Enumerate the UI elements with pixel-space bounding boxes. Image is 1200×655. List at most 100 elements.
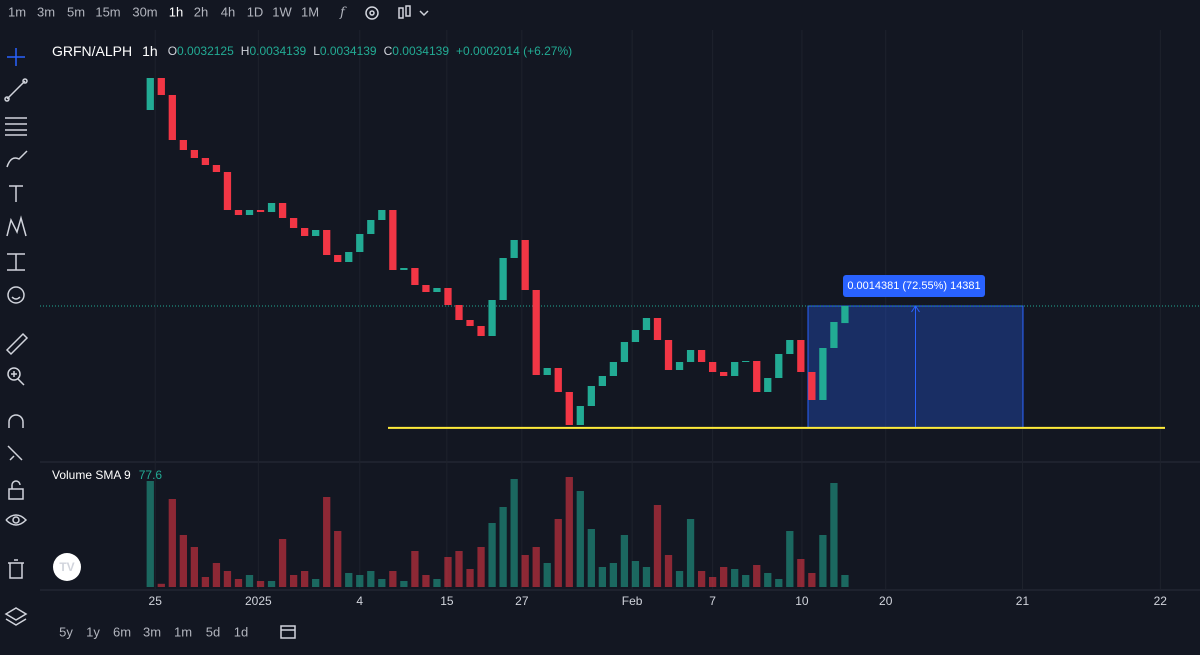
candle-down [278, 203, 287, 218]
volume-sma: 77.6 [139, 468, 163, 482]
delete-tool[interactable] [8, 559, 24, 579]
candle-down [477, 326, 485, 336]
candle-down [301, 228, 309, 236]
candle-down [157, 78, 165, 95]
volume-bar [466, 569, 474, 587]
interval-button[interactable]: 4h [221, 4, 235, 19]
zoom-tool[interactable] [7, 367, 25, 386]
candle-up [830, 322, 838, 348]
candle-up [731, 362, 739, 376]
pattern-tool[interactable] [6, 215, 27, 237]
candle-up [786, 340, 794, 354]
volume-title: Volume SMA 9 [52, 468, 131, 482]
interval-button[interactable]: 3m [37, 4, 55, 19]
volume-bar [631, 561, 640, 587]
volume-bar [510, 479, 518, 587]
volume-bar [422, 575, 430, 587]
volume-bar [212, 563, 221, 587]
volume-bar [179, 535, 187, 587]
legend-value: 0.0034139 [392, 44, 449, 58]
emoji-tool[interactable] [7, 286, 25, 304]
candle-down [797, 340, 805, 372]
lock-draw-tool[interactable] [7, 445, 23, 461]
candle-up [510, 240, 518, 258]
candle-up [642, 318, 651, 330]
range-button[interactable]: 5d [206, 624, 220, 639]
object-tree-tool[interactable] [4, 607, 28, 626]
range-button[interactable]: 1d [234, 624, 248, 639]
volume-bar [201, 577, 210, 587]
candle-down [389, 210, 397, 270]
volume-bar [742, 575, 750, 587]
volume-bar [819, 535, 827, 587]
candle-down [256, 210, 265, 212]
interval-button[interactable]: 2h [194, 4, 208, 19]
volume-bar [664, 555, 673, 587]
interval-button[interactable]: 1m [8, 4, 26, 19]
volume-bar [620, 535, 629, 587]
volume-bar [477, 547, 485, 587]
interval-button[interactable]: 15m [95, 4, 120, 19]
interval-button[interactable]: 1W [272, 4, 292, 19]
indicators-button[interactable]: f [339, 6, 347, 21]
volume-bar [157, 583, 165, 587]
candle-down [697, 350, 706, 362]
fib-tool[interactable] [5, 117, 27, 136]
candle-down [565, 392, 573, 425]
volume-bar [223, 571, 232, 587]
volume-bar [433, 579, 441, 587]
interval-button[interactable]: 5m [67, 4, 85, 19]
projection-tool[interactable] [7, 253, 25, 271]
interval-button[interactable]: 30m [132, 4, 157, 19]
candle-down [466, 320, 474, 326]
range-button[interactable]: 1m [174, 624, 192, 639]
volume-bar [267, 581, 276, 587]
svg-text:TV: TV [59, 560, 74, 574]
tradingview-logo[interactable]: TV [53, 553, 81, 581]
trend-line-tool[interactable] [4, 78, 28, 102]
interval-button[interactable]: 1D [247, 4, 264, 19]
volume-bar [797, 559, 805, 587]
range-button[interactable]: 3m [143, 624, 161, 639]
candle-down [168, 95, 176, 140]
lock-tool[interactable] [8, 480, 24, 500]
magnet-tool[interactable] [8, 414, 24, 428]
candle-up [543, 368, 551, 375]
candle-up [675, 362, 684, 370]
candle-down [289, 218, 298, 228]
candle-down [190, 150, 199, 158]
crosshair-tool[interactable] [7, 48, 25, 66]
x-tick-label: Feb [622, 594, 643, 608]
measure-arrow-head [911, 305, 920, 313]
visibility-tool[interactable] [5, 514, 28, 526]
legend-change: +0.0002014 (+6.27%) [456, 44, 572, 58]
interval-button[interactable]: 1h [169, 4, 183, 19]
volume-bar [444, 557, 452, 587]
range-button[interactable]: 5y [59, 624, 73, 639]
range-button[interactable]: 1y [86, 624, 100, 639]
volume-bar [245, 575, 254, 587]
candle-down [808, 372, 816, 400]
text-tool[interactable] [9, 185, 23, 202]
settings-button[interactable] [365, 6, 379, 20]
ruler-tool[interactable] [5, 332, 29, 356]
chart-type-button[interactable] [398, 5, 429, 19]
volume-bar [190, 547, 199, 587]
left-toolbar [4, 48, 29, 626]
x-tick-label: 25 [149, 594, 163, 608]
candle-down [720, 372, 728, 376]
volume-bar [168, 499, 176, 587]
brush-tool[interactable] [6, 150, 28, 168]
x-tick-label: 27 [515, 594, 529, 608]
volume-bar [301, 571, 309, 587]
interval-button[interactable]: 1M [301, 4, 319, 19]
volume-bar [543, 563, 551, 587]
volume-bar [312, 579, 320, 587]
volume-bar [334, 531, 342, 587]
volume-bar [389, 571, 397, 587]
range-button[interactable]: 6m [113, 624, 131, 639]
volume-bar [720, 567, 728, 587]
date-range-button[interactable] [280, 625, 296, 639]
volume-bar [642, 567, 651, 587]
volume-bar [488, 523, 496, 587]
